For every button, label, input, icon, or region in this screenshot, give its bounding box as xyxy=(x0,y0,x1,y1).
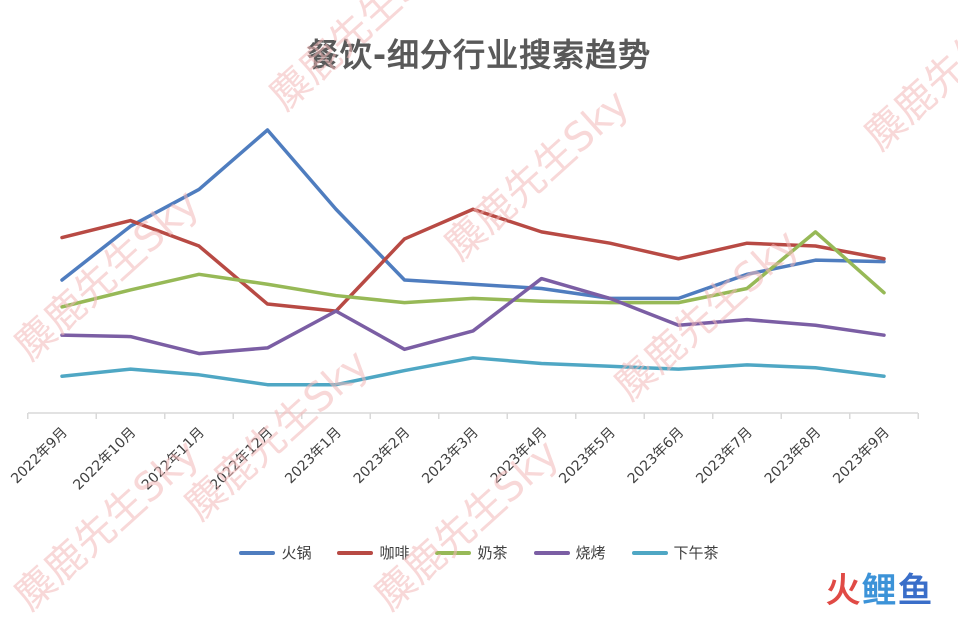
legend-label: 奶茶 xyxy=(477,544,508,562)
x-tick-label: 2023年9月 xyxy=(830,425,893,488)
x-axis-labels: 2022年9月 2022年10月 2022年11月 2022年12月 2023年1月 20… xyxy=(8,425,893,494)
legend-item: 火锅 xyxy=(239,542,311,563)
series-line-咖啡 xyxy=(60,207,886,313)
series-line-烧烤 xyxy=(60,276,886,356)
legend-label: 咖啡 xyxy=(379,544,410,562)
legend-swatch xyxy=(435,550,472,555)
legend-item: 下午茶 xyxy=(631,542,719,563)
x-tick-label: 2022年12月 xyxy=(207,425,276,494)
series-lines xyxy=(60,128,886,387)
x-tick-label: 2022年10月 xyxy=(70,425,139,494)
x-axis-ticks xyxy=(27,413,919,419)
legend-item: 奶茶 xyxy=(435,542,508,563)
x-tick-label: 2023年1月 xyxy=(282,425,345,488)
x-tick-label: 2023年2月 xyxy=(351,425,414,488)
series-line-下午茶 xyxy=(60,356,886,387)
legend-item: 咖啡 xyxy=(337,542,409,563)
legend-label: 烧烤 xyxy=(575,544,606,562)
legend: 火锅 咖啡 奶茶 烧烤 下午茶 xyxy=(0,542,958,563)
legend-swatch xyxy=(631,550,668,555)
legend-label: 火锅 xyxy=(281,544,312,562)
x-tick-label: 2023年3月 xyxy=(419,425,482,488)
x-tick-label: 2023年5月 xyxy=(556,425,619,488)
line-chart: 2022年9月 2022年10月 2022年11月 2022年12月 2023年1月 20… xyxy=(8,128,919,494)
legend-item: 烧烤 xyxy=(533,542,606,563)
legend-swatch xyxy=(337,550,374,555)
brand-logo: 火鲤鱼 xyxy=(826,571,934,611)
x-tick-label: 2023年8月 xyxy=(762,425,825,488)
legend-label: 下午茶 xyxy=(673,544,719,562)
x-tick-label: 2023年7月 xyxy=(693,425,756,488)
x-tick-label: 2022年9月 xyxy=(8,425,71,488)
x-tick-label: 2023年4月 xyxy=(488,425,551,488)
legend-swatch xyxy=(533,550,570,555)
series-line-火锅 xyxy=(60,128,886,301)
chart-title: 餐饮-细分行业搜索趋势 xyxy=(306,36,652,74)
legend-swatch xyxy=(239,550,276,555)
x-tick-label: 2022年11月 xyxy=(139,425,208,494)
x-tick-label: 2023年6月 xyxy=(625,425,688,488)
series-line-奶茶 xyxy=(60,230,886,309)
